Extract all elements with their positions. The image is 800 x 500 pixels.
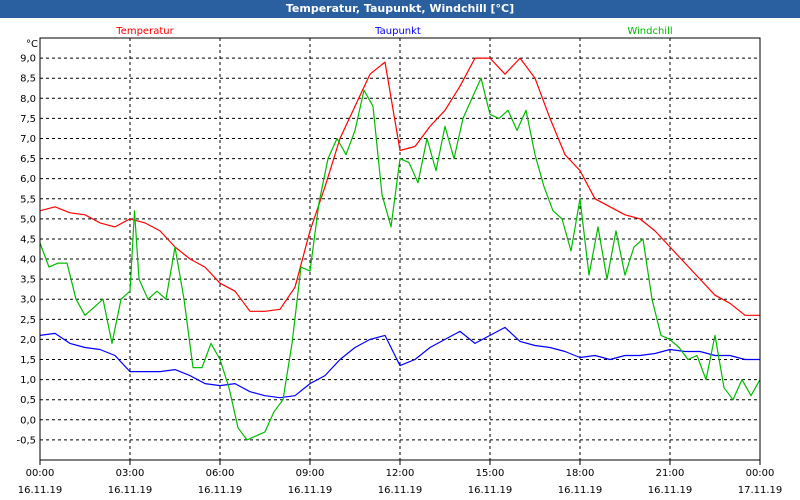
x-tick-time: 18:00 [566,468,595,479]
series-line-windchill [39,77,761,441]
x-tick-date: 16.11.19 [648,485,693,496]
y-tick-label: 1,0 [20,375,36,386]
grid [39,38,761,465]
x-tick-date: 16.11.19 [558,485,603,496]
legend-windchill: Windchill [627,26,672,37]
title-bar: Temperatur, Taupunkt, Windchill [°C] [0,0,800,18]
series-lines [39,57,761,441]
y-tick-label: 0,0 [20,415,36,426]
y-tick-label: 6,0 [20,174,36,185]
x-tick-date: 16.11.19 [288,485,333,496]
y-tick-label: 0,5 [20,395,36,406]
y-tick-label: 2,5 [20,315,36,326]
x-tick-date: 16.11.19 [378,485,423,496]
y-tick-label: 4,0 [20,255,36,266]
x-tick-time: 15:00 [476,468,505,479]
legend-temperatur: Temperatur [115,26,174,37]
series-line-taupunkt [39,326,760,399]
x-axis-labels: 00:00 16.11.19 03:00 16.11.19 06:00 16.11.19 0… [18,468,783,496]
y-tick-label: 8,5 [20,74,36,85]
y-tick-label: 3,5 [20,275,36,286]
x-tick-time: 09:00 [296,468,325,479]
x-tick-date: 17.11.19 [738,485,783,496]
y-tick-label: 3,0 [20,295,36,306]
y-tick-label: 7,0 [20,134,36,145]
x-tick-time: 12:00 [386,468,415,479]
y-tick-label: 5,0 [20,214,36,225]
y-tick-label: 2,0 [20,335,36,346]
x-tick-time: 06:00 [206,468,235,479]
x-tick-time: 00:00 [26,468,55,479]
x-tick-date: 16.11.19 [18,485,63,496]
y-tick-label: 4,5 [20,234,36,245]
x-tick-time: 21:00 [656,468,685,479]
legend-taupunkt: Taupunkt [374,26,421,37]
x-tick-time: 00:00 [746,468,775,479]
x-tick-date: 16.11.19 [468,485,513,496]
y-tick-label: 6,5 [20,154,36,165]
x-tick-date: 16.11.19 [108,485,153,496]
y-tick-label: 9,0 [20,54,36,65]
series-line-temperatur [39,57,760,316]
y-axis-unit: °C [26,39,38,50]
y-tick-label: 5,5 [20,194,36,205]
y-tick-label: 1,5 [20,355,36,366]
y-tick-label: 8,0 [20,94,36,105]
y-tick-label: -0,5 [16,435,36,446]
x-tick-date: 16.11.19 [198,485,243,496]
x-tick-time: 03:00 [116,468,145,479]
y-axis-labels: -0,5 0,0 0,5 1,0 1,5 2,0 2,5 3,0 3,5 4,0 4,5 5,0 5,5… [16,54,36,447]
plot-frame [39,37,761,461]
y-tick-label: 7,5 [20,114,36,125]
